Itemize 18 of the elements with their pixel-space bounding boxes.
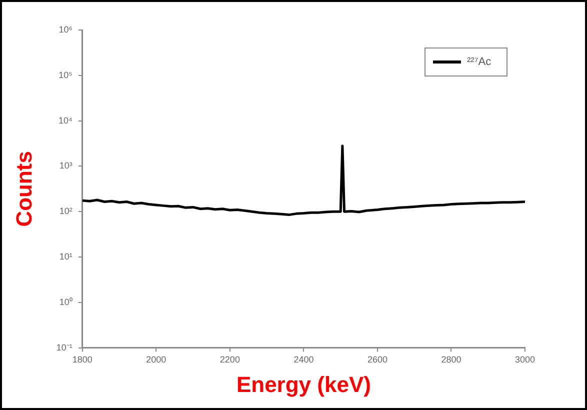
y-tick-label: 10⁶ [58, 24, 73, 34]
x-axis-title: Energy (keV) [236, 372, 371, 397]
x-tick-label: 3000 [514, 354, 536, 365]
y-tick-label: 10⁴ [58, 115, 73, 126]
x-tick-label: 2800 [441, 354, 462, 365]
x-tick-label: 2000 [146, 354, 166, 365]
x-tick-label: 2200 [220, 354, 240, 365]
y-tick-label: 10¹ [59, 251, 72, 262]
y-tick-label: 10² [59, 206, 72, 216]
y-tick-label: 10³ [59, 160, 72, 171]
y-tick-label: 10⁻¹ [56, 342, 72, 352]
y-axis-title: Counts [11, 151, 36, 227]
x-tick-label: 2400 [294, 354, 314, 365]
x-tick-label: 1800 [72, 354, 92, 365]
y-tick-label: 10⁵ [58, 70, 73, 80]
y-tick-label: 10⁰ [59, 296, 72, 307]
x-tick-label: 2600 [367, 354, 388, 365]
legend-label: ²²⁷Ac [467, 56, 492, 68]
